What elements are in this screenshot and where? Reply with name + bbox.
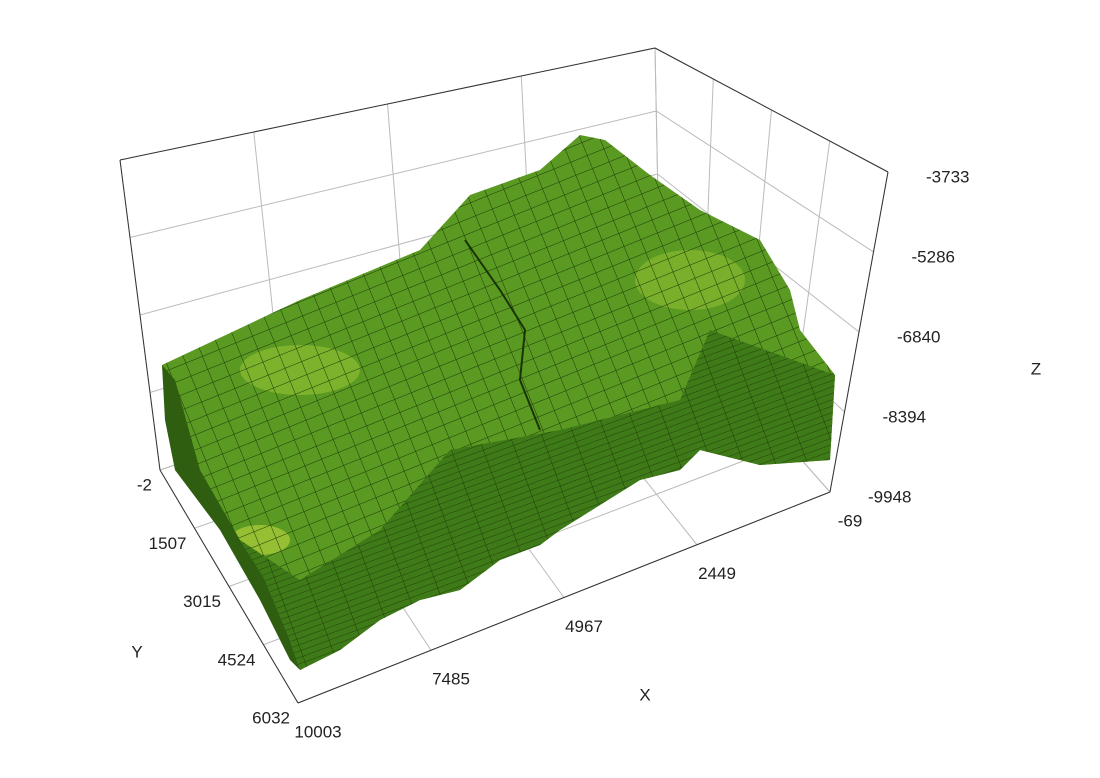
- grid-line: [129, 110, 657, 238]
- frame-edge: [829, 171, 889, 493]
- y-tick-label: -2: [137, 475, 152, 494]
- mesh-left-side: [162, 365, 300, 670]
- x-tick-label: 7485: [432, 670, 470, 689]
- grid-line: [655, 110, 874, 253]
- x-axis-label: X: [639, 685, 650, 704]
- z-tick-label: -8394: [883, 407, 926, 426]
- fault-line: [464, 239, 541, 431]
- mesh-top-lines: [162, 135, 835, 670]
- z-tick-label: -9948: [868, 487, 911, 506]
- z-tick-label: -3733: [926, 167, 969, 186]
- y-axis-label: Y: [131, 642, 142, 661]
- z-tick-label: -6840: [897, 327, 940, 346]
- frame-edge: [119, 47, 656, 161]
- y-tick-label: 6032: [252, 708, 290, 727]
- y-tick-label: 3015: [183, 592, 221, 611]
- x-tick-label: -69: [838, 511, 863, 530]
- x-tick-label: 10003: [294, 722, 341, 741]
- y-tick-label: 1507: [149, 534, 187, 553]
- mesh-side-lines: [240, 330, 835, 670]
- z-axis-label: Z: [1031, 359, 1041, 378]
- frame-edge: [297, 491, 831, 704]
- surface-mesh: [162, 135, 835, 670]
- frame-edge: [159, 469, 299, 704]
- axes: -69 2449 4967 7485 10003 -2 1507 3015 4524 6032 -9…: [119, 47, 1041, 741]
- y-tick-label: 4524: [218, 650, 256, 669]
- x-tick-label: 4967: [565, 617, 603, 636]
- z-tick-label: -5286: [912, 247, 955, 266]
- x-tick-label: 2449: [698, 564, 736, 583]
- frame-edge: [119, 159, 161, 471]
- frame-edge: [654, 47, 889, 173]
